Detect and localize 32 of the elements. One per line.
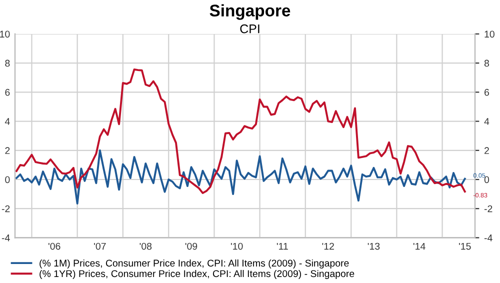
y-tick-label: 10 xyxy=(0,30,10,38)
legend-label: (% 1M) Prices, Consumer Price Index, CPI: All Items (2009) - Singapore xyxy=(40,259,349,269)
y-tick-label: 6 xyxy=(5,88,10,96)
x-tick-label: '13 xyxy=(368,242,380,250)
x-tick-label: '06 xyxy=(48,242,60,250)
line-series xyxy=(16,68,466,194)
y-tick-label: 4 xyxy=(4,118,10,125)
legend-label: (% 1YR) Prices, Consumer Price Index, CPI: All Items (2009) - Singapore xyxy=(40,270,354,280)
x-tick-label: '15 xyxy=(459,242,471,250)
x-tick-label: '11 xyxy=(276,242,288,250)
x-tick-label: '14 xyxy=(413,242,426,250)
y-tick-label: -4 xyxy=(2,234,10,242)
y-tick-label: 2 xyxy=(5,147,10,154)
x-tick-label: '08 xyxy=(140,242,152,250)
y-tick-label: 8 xyxy=(5,60,10,67)
y2-tick-label: 6 xyxy=(484,88,490,96)
x-tick-label: '07 xyxy=(94,242,106,250)
y2-tick-label: -2 xyxy=(484,205,492,212)
y-tick-label: 0 xyxy=(5,176,10,184)
y-tick-label: -2 xyxy=(2,205,10,212)
y2-tick-label: 10 xyxy=(484,30,494,38)
y2-tick-label: 2 xyxy=(484,147,489,154)
y2-tick-label: 4 xyxy=(484,118,490,125)
x-tick-label: '09 xyxy=(185,242,198,250)
y2-tick-label: -4 xyxy=(484,234,492,242)
chart-title: Singapore xyxy=(210,4,290,20)
x-tick-label: '10 xyxy=(230,242,243,250)
y2-tick-label: 8 xyxy=(484,60,490,67)
y2-tick-label: 0 xyxy=(484,176,490,184)
chart-subtitle: CPI xyxy=(240,24,260,34)
x-tick-label: '12 xyxy=(322,242,334,250)
line-series xyxy=(16,149,466,204)
